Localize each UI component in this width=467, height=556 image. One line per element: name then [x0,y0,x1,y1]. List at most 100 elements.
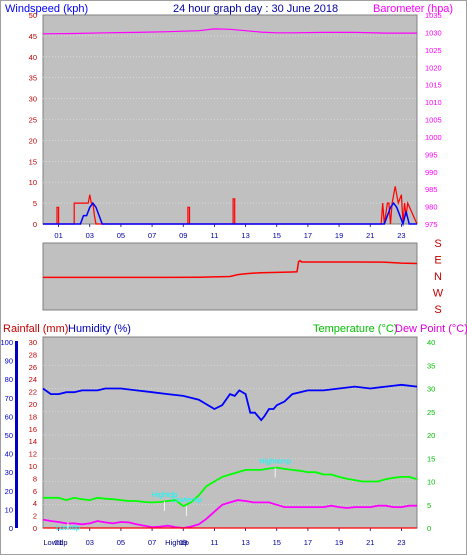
temp-plot-area [42,336,418,529]
rainfall-y-tick-label: 24 [29,375,37,384]
direction-label: E [434,255,441,267]
temperature-y-tick-label: 10 [427,478,435,487]
humidity-y-tick-label: 10 [5,505,13,514]
direction-label: N [434,271,442,283]
temperature-y-tick-label: 35 [427,361,435,370]
direction-label: W [433,288,444,300]
wind-x-tick-label: 15 [273,231,281,240]
barometer-axis-title: Barometer (hpa) [373,3,453,15]
rainfall-y-tick-label: 4 [33,499,37,508]
temp-x-tick-label: 01 [54,538,62,547]
rainfall-y-tick-label: 8 [33,474,37,483]
wind-x-ticks: 01 03 05 07 09 11 13 15 17 19 21 23 [54,224,406,240]
temperature-y-tick-label: 40 [427,338,435,347]
temperature-y-ticks: 0 5 10 15 20 25 30 35 40 [427,338,435,533]
humidity-y-tick-label: 30 [5,468,13,477]
dewpoint-series-line [42,499,417,529]
temp-x-tick-label: 11 [211,538,219,547]
barometer-y-tick-label: 1030 [425,28,442,37]
wind-x-tick-label: 03 [86,231,94,240]
temperature-y-tick-label: 5 [427,501,431,510]
temp-x-tick-label: 07 [148,538,156,547]
wind-x-tick-label: 05 [117,231,125,240]
temp-x-tick-label: 13 [241,538,249,547]
humidity-y-tick-label: 70 [5,394,13,403]
rainfall-y-tick-label: 16 [29,425,37,434]
wind-y-tick-label: 10 [29,178,37,187]
humidity-axis-bar [15,341,18,528]
barometer-y-ticks: 975 980 985 990 995 1000 1005 1010 1015 1020 1025 1… [425,11,442,229]
direction-label: S [434,238,441,250]
humidity-y-tick-label: 90 [5,357,13,366]
rainfall-y-tick-label: 28 [29,350,37,359]
rainfall-y-tick-label: 14 [29,437,37,446]
wind-y-tick-label: 30 [29,95,37,104]
rainfall-y-tick-label: 10 [29,462,37,471]
temp-x-tick-label: 23 [397,538,405,547]
temperature-y-tick-label: 30 [427,385,435,394]
wind-x-tick-label: 09 [179,231,187,240]
wind-y-tick-label: 0 [33,220,37,229]
windspeed-axis-title: Windspeed (kph) [5,3,88,15]
wind-y-tick-label: 45 [29,32,37,41]
dewpoint-axis-title: Dew Point (°C) [395,323,467,335]
wind-gust-series-line [43,186,418,225]
temp-x-tick-label: 19 [335,538,343,547]
wind-y-tick-label: 50 [29,11,37,20]
wind-y-ticks: 0 5 10 15 20 25 30 35 40 45 50 [29,11,37,229]
wind-grid [43,35,417,204]
humidity-y-tick-label: 20 [5,487,13,496]
direction-label: S [434,304,441,316]
annotation-label: Hightemp [259,457,291,466]
temp-x-tick-label: 05 [117,538,125,547]
rainfall-y-tick-label: 2 [33,512,37,521]
humidity-y-tick-label: 50 [5,431,13,440]
barometer-y-tick-label: 1015 [425,81,442,90]
humidity-y-tick-label: 0 [9,524,13,533]
annotation-label: Lowtdp [56,523,80,532]
wind-y-tick-label: 20 [29,136,37,145]
temperature-axis-title: Temperature (°C) [313,323,397,335]
temperature-y-tick-label: 0 [427,524,431,533]
wind-direction-series-line [43,259,418,279]
temperature-y-tick-label: 25 [427,408,435,417]
annotation-label: Hightdp [152,490,178,499]
humidity-axis-title: Humidity (%) [68,323,131,335]
barometer-y-tick-label: 985 [425,185,438,194]
barometer-y-tick-label: 1035 [425,11,442,20]
temp-grid [43,364,417,506]
temp-x-tick-label: 17 [304,538,312,547]
wind-y-tick-label: 25 [29,116,37,125]
temp-x-tick-label: 15 [273,538,281,547]
annotation-label: Lowtemp [171,495,201,504]
wind-x-tick-label: 17 [304,231,312,240]
annotation-label: Highdp [165,538,189,547]
rainfall-y-tick-label: 22 [29,388,37,397]
wind-x-tick-label: 21 [366,231,374,240]
rainfall-y-tick-label: 26 [29,363,37,372]
barometer-y-tick-label: 995 [425,150,438,159]
wind-y-tick-label: 15 [29,157,37,166]
barometer-y-tick-label: 990 [425,168,438,177]
graph-title: 24 hour graph day : 30 June 2018 [173,3,338,15]
rainfall-axis-title: Rainfall (mm) [3,323,68,335]
wind-x-tick-label: 11 [211,231,219,240]
barometer-series-line [42,28,417,35]
temp-x-ticks: 01 03 05 07 09 11 13 15 17 19 21 23 [54,528,406,547]
wind-x-tick-label: 13 [241,231,249,240]
rainfall-y-tick-label: 12 [29,450,37,459]
temp-x-tick-label: 09 [179,538,187,547]
rainfall-y-tick-label: 0 [33,524,37,533]
wind-x-tick-label: 01 [54,231,62,240]
wind-x-tick-label: 23 [397,231,405,240]
annotation-label: Lowtdp [43,538,67,547]
rainfall-y-tick-label: 6 [33,487,37,496]
barometer-y-tick-label: 1005 [425,116,442,125]
barometer-y-tick-label: 1000 [425,133,442,142]
wind-y-tick-label: 35 [29,74,37,83]
wind-x-tick-label: 19 [335,231,343,240]
barometer-y-tick-label: 1020 [425,63,442,72]
